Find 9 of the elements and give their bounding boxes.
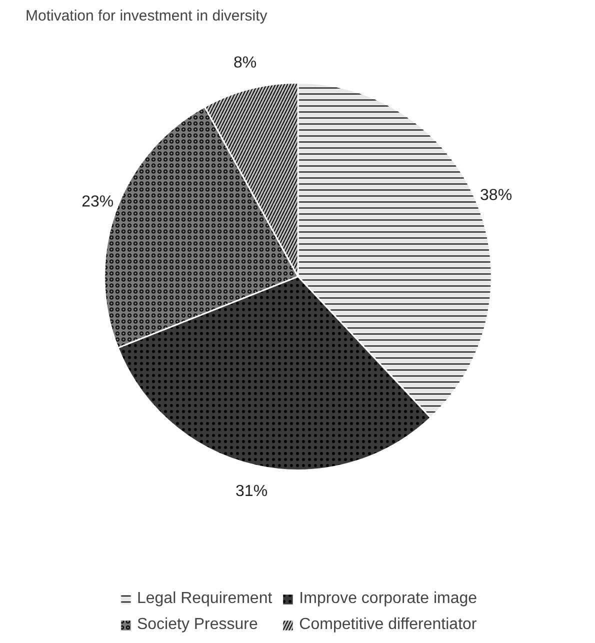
legend-label: Competitive differentiator [299, 616, 477, 634]
chart-title: Motivation for investment in diversity [26, 8, 268, 24]
data-label: 38% [480, 186, 512, 204]
legend-label: Society Pressure [136, 616, 258, 634]
data-label: 23% [82, 193, 114, 210]
legend-label: Legal Requirement [136, 590, 272, 608]
data-label: 8% [233, 54, 257, 72]
legend-label: Improve corporate image [299, 590, 478, 608]
data-label: 31% [236, 482, 268, 500]
